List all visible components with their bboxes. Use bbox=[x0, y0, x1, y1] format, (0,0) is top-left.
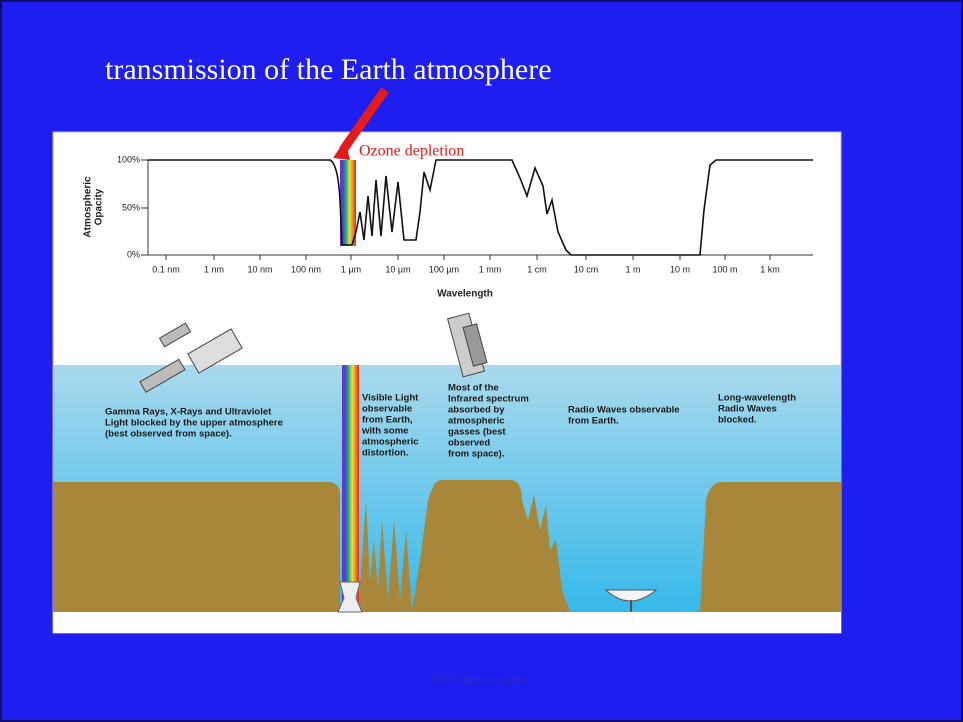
x-tick-label: 1 µm bbox=[341, 264, 361, 274]
x-tick-label: 10 cm bbox=[574, 264, 599, 274]
region-label: Visible Light bbox=[362, 393, 419, 404]
space-telescope bbox=[446, 312, 488, 378]
region-label: Infrared spectrum bbox=[448, 394, 529, 405]
x-tick-label: 1 km bbox=[760, 264, 780, 274]
x-tick-label: 0.1 nm bbox=[152, 264, 180, 274]
y-tick-label: 50% bbox=[122, 202, 140, 212]
optical-telescope bbox=[337, 581, 363, 613]
visible-beam bbox=[342, 365, 359, 612]
region-label: with some bbox=[361, 426, 408, 437]
region-label: Radio Waves bbox=[718, 404, 777, 415]
y-axis-label: Atmospheric bbox=[83, 176, 94, 238]
region-label: (best observed from space). bbox=[105, 429, 232, 440]
arrow-shaft bbox=[339, 87, 389, 153]
region-label: Gamma Rays, X-Rays and Ultraviolet bbox=[105, 407, 272, 418]
visible-band bbox=[340, 160, 356, 246]
x-tick-label: 100 m bbox=[712, 264, 737, 274]
x-tick-label: 100 µm bbox=[429, 264, 459, 274]
x-tick-label: 10 µm bbox=[385, 264, 410, 274]
region-label: Most of the bbox=[448, 383, 499, 394]
region-label: observed bbox=[448, 438, 490, 449]
x-tick-label: 1 mm bbox=[479, 264, 502, 274]
region-label: atmospheric bbox=[448, 416, 505, 427]
annotation: Ozone depletion bbox=[359, 143, 464, 160]
ground-uv bbox=[53, 482, 340, 612]
x-tick-label: 10 nm bbox=[247, 264, 272, 274]
region-label: from space). bbox=[448, 449, 505, 460]
region-label: absorbed by bbox=[448, 405, 505, 416]
region-label: Radio Waves observable bbox=[568, 405, 680, 416]
y-tick-label: 0% bbox=[127, 249, 140, 259]
slide-title: transmission of the Earth atmosphere bbox=[105, 53, 552, 86]
x-axis-label: Wavelength bbox=[437, 289, 493, 300]
x-tick-label: 1 nm bbox=[204, 264, 224, 274]
x-tick-label: 100 nm bbox=[291, 264, 321, 274]
satellite bbox=[139, 322, 243, 393]
radio-dish bbox=[604, 589, 658, 602]
footer: EUV Spectroscopy bbox=[431, 671, 531, 686]
region-label: observable bbox=[362, 404, 412, 415]
region-label: blocked. bbox=[718, 415, 757, 426]
panel-bottom bbox=[53, 612, 841, 633]
y-axis-label: Opacity bbox=[94, 188, 105, 225]
x-tick-label: 1 m bbox=[625, 264, 640, 274]
ground-ir bbox=[358, 480, 570, 612]
region-label: Long-wavelength bbox=[718, 393, 796, 404]
ground-radio bbox=[700, 482, 841, 612]
x-tick-label: 1 cm bbox=[527, 264, 547, 274]
region-label: distortion. bbox=[362, 448, 408, 459]
region-label: gasses (best bbox=[448, 427, 506, 438]
x-tick-label: 10 m bbox=[670, 264, 690, 274]
y-tick-label: 100% bbox=[117, 154, 140, 164]
region-label: atmospheric bbox=[362, 437, 419, 448]
region-label: from Earth, bbox=[362, 415, 413, 426]
region-label: Light blocked by the upper atmosphere bbox=[105, 418, 283, 429]
region-label: from Earth. bbox=[568, 416, 619, 427]
opacity-curve bbox=[148, 159, 813, 256]
